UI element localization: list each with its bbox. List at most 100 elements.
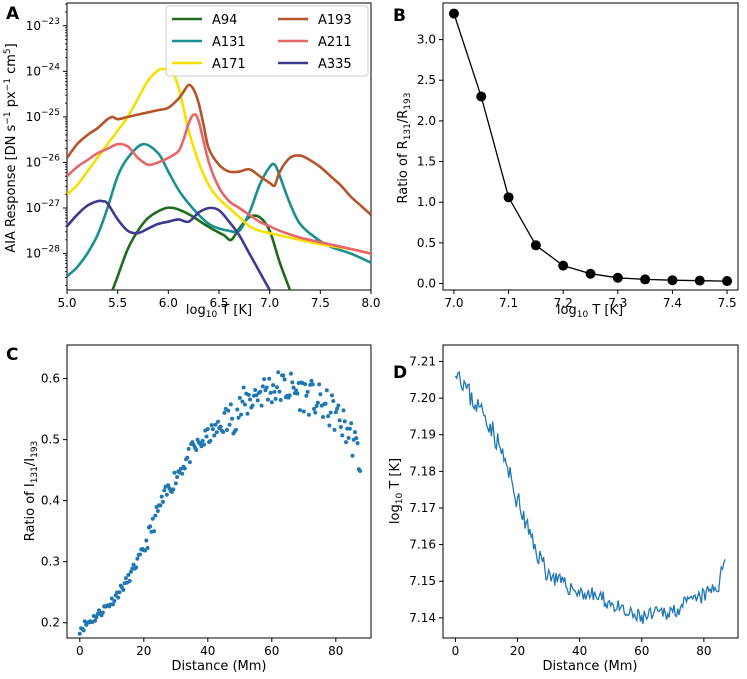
ratio-scatter-point [240,399,245,404]
ratio-scatter-point [222,410,227,415]
panel-a-ytick-label: 10−26 [26,153,61,169]
ratio-scatter-point [282,377,287,382]
panel-d-xtick-label: 60 [634,644,649,658]
panel-d-ytick-label: 7.16 [409,538,436,552]
ratio-scatter-point [121,587,126,592]
legend-label-a94: A94 [212,13,237,28]
ratio-scatter-point [144,538,149,543]
panel-d-xtick-label: 40 [572,644,587,658]
ratio-scatter-point [287,393,292,398]
ratio-scatter-point [342,419,347,424]
ratio-scatter-point [290,380,295,385]
y-axis-label-b: Ratio of R131/R193 [396,92,413,203]
panel-d-xtick-label: 80 [696,644,711,658]
panel-c-ytick-label: 0.4 [41,494,60,508]
panel-d-frame [442,344,739,639]
ratio-scatter-point [225,428,229,433]
ratio-scatter-point [97,608,101,613]
ratio-scatter-point [185,455,190,460]
ratio-scatter-point [315,400,320,405]
ratio-scatter-point [253,387,258,392]
ratio-line [453,13,728,282]
ratio-scatter-point [216,419,221,424]
panel-a-xtick-label: 8.0 [361,296,380,310]
ratio-scatter-point [134,565,139,570]
legend-label-a131: A131 [212,35,246,50]
ratio-scatter-point [246,392,251,397]
panel-b-xtick-label: 7.1 [499,296,518,310]
ratio-scatter-point [318,392,323,397]
legend-label-a211: A211 [318,35,352,50]
ratio-scatter-point [264,385,269,390]
panel-c: C 0 20 40 60 80 0.2 0.3 0.4 0.5 0.6 Distance (Mm)… [6,344,372,674]
ratio-scatter-point [109,596,114,601]
ratio-scatter-point [228,402,233,407]
ratio-scatter-point [317,382,322,387]
ratio-scatter-point [208,438,213,443]
ratio-scatter-point [271,383,276,388]
ratio-scatter-point [262,377,267,382]
ratio-scatter-point [94,615,99,620]
x-axis-label-a: log10 T [K] [186,303,252,320]
ratio-scatter-point [131,562,136,567]
ratio-scatter-point [126,572,131,577]
panel-c-ytick-label: 0.6 [41,372,60,386]
panel-d-ytick-label: 7.21 [409,354,436,368]
ratio-scatter-point [326,414,331,419]
ratio-scatter-point [180,471,185,476]
panel-c-ytick-label: 0.5 [41,433,60,447]
panel-d-ytick-label: 7.17 [409,501,436,515]
ratio-scatter-point [336,403,341,408]
panel-label-c: C [6,345,18,365]
ratio-scatter-point [329,393,334,398]
panel-a-xtick-label: 7.0 [260,296,279,310]
panel-b-xtick-label: 7.5 [718,296,737,310]
ratio-scatter-point [333,410,338,415]
panel-c-frame [66,344,372,639]
panel-b-ytick-label: 2.0 [417,114,436,128]
ratio-scatter-point [353,430,357,435]
panel-a-xtick-label: 6.5 [209,296,228,310]
ratio-scatter-point [281,373,286,378]
ratio-scatter-point [230,416,235,421]
ratio-scatter-point [153,513,158,518]
ratio-scatter-point [175,475,180,480]
ratio-scatter-point [135,556,140,561]
ratio-scatter-point [242,402,247,407]
ratio-scatter-point [245,411,250,416]
ratio-scatter-point [269,400,274,405]
ratio-scatter-point [331,399,336,404]
ratio-scatter-point [209,423,214,428]
ratio-scatter-point [323,401,328,406]
ratio-scatter-point [355,441,360,446]
ratio-scatter-point [239,412,244,417]
ratio-scatter-point [218,424,223,429]
panel-b-xtick-label: 7.4 [663,296,682,310]
ratio-scatter-point [349,421,354,426]
ratio-scatter-point [236,415,241,420]
ratio-scatter-point [221,430,226,435]
ratio-scatter-point [327,423,332,428]
ratio-point [530,240,541,251]
ratio-scatter-point [150,516,155,521]
panel-b-ytick-label: 2.5 [417,73,436,87]
panel-b-xtick-label: 7.0 [444,296,463,310]
ratio-scatter-point [289,371,293,376]
ratio-scatter-point [213,422,218,427]
ratio-scatter-point [237,395,242,400]
panel-c-xtick-label: 40 [200,644,215,658]
ratio-scatter-point [291,385,296,390]
ratio-scatter-point [233,427,238,432]
ratio-scatter-point [117,590,122,595]
ratio-scatter-point [297,408,302,413]
ratio-point [558,260,569,271]
series-line-a94 [111,206,292,290]
ratio-scatter-point [148,524,153,529]
ratio-point [476,91,487,102]
ratio-scatter-point [100,610,105,615]
ratio-scatter-point [309,378,314,383]
ratio-scatter-point [328,410,333,415]
ratio-scatter-point [164,492,169,497]
ratio-scatter-point [123,576,128,581]
ratio-point [612,272,623,283]
